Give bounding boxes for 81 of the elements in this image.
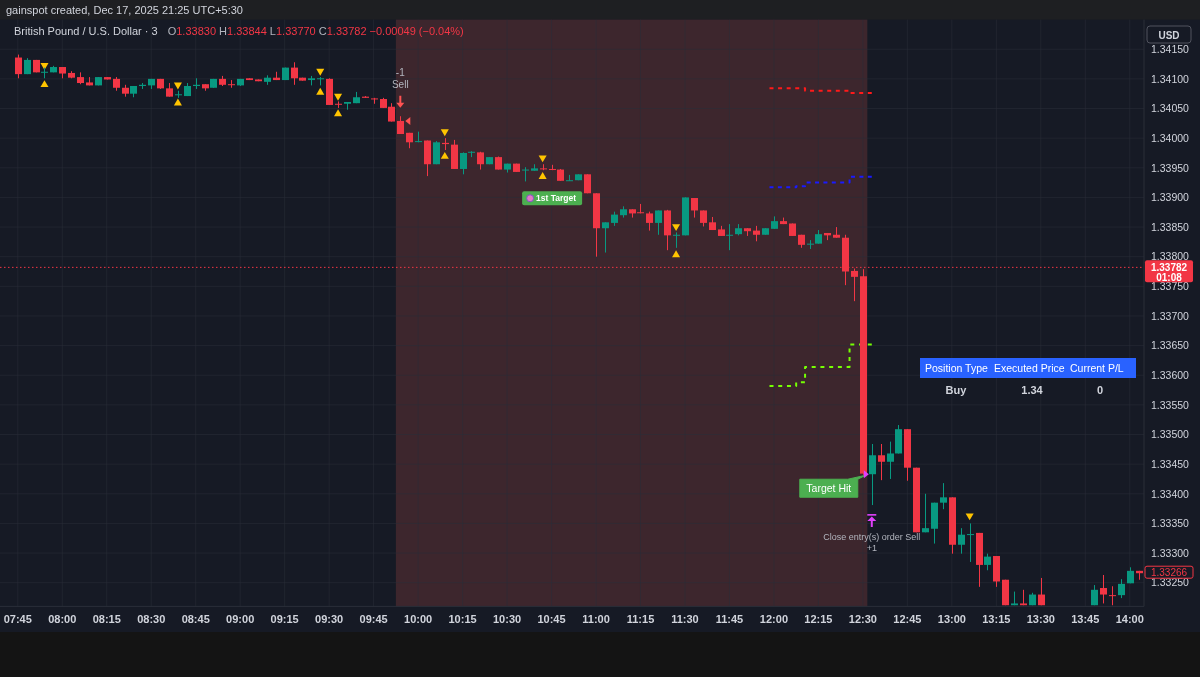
x-tick-label: 10:15 bbox=[448, 613, 477, 626]
y-tick-label: 1.33550 bbox=[1151, 398, 1190, 411]
x-tick-label: 12:30 bbox=[848, 613, 877, 626]
y-tick-label: 1.33350 bbox=[1151, 517, 1190, 530]
annotation: 1.34 bbox=[1021, 384, 1044, 396]
text: O1.33830 H1.33844 L1.33770 C1.33782 −0.00049 (−0.04%) bbox=[167, 25, 464, 37]
y-tick-label: 1.34000 bbox=[1151, 131, 1190, 144]
annotation: Position Type bbox=[925, 362, 989, 374]
x-tick-label: 10:00 bbox=[404, 613, 433, 626]
point bbox=[440, 151, 449, 159]
x-tick-label: 13:00 bbox=[937, 613, 966, 626]
x-tick-label: 10:45 bbox=[537, 613, 566, 626]
y-tick-label: 1.33300 bbox=[1151, 546, 1190, 559]
x-tick-label: 09:30 bbox=[315, 613, 344, 626]
y-tick-label: 1.33650 bbox=[1151, 339, 1190, 352]
y-tick-label: 1.34100 bbox=[1151, 72, 1190, 85]
annotation: -1 bbox=[395, 67, 406, 79]
y-tick-label: 1.33450 bbox=[1151, 457, 1190, 470]
y-tick-label: 1.33500 bbox=[1151, 428, 1190, 441]
y-tick-label: 1.34150 bbox=[1151, 43, 1190, 56]
x-tick-label: 09:00 bbox=[226, 613, 255, 626]
x-tick-label: 12:00 bbox=[759, 613, 789, 626]
point bbox=[316, 87, 325, 95]
y-tick-label: 1.33700 bbox=[1151, 309, 1190, 322]
text: gainspot created, Dec 17, 2025 21:25 UTC+5:30 bbox=[6, 4, 243, 16]
ref-line-label: 1.33782 01:08 bbox=[1150, 261, 1188, 283]
annotation: Target Hit bbox=[806, 481, 852, 494]
point bbox=[334, 109, 343, 117]
point bbox=[965, 513, 974, 521]
point bbox=[40, 80, 49, 88]
annotation: +1 bbox=[866, 542, 877, 553]
x-tick-label: 13:15 bbox=[982, 613, 1011, 626]
x-tick-label: 12:45 bbox=[893, 613, 922, 626]
x-tick-label: 13:30 bbox=[1026, 613, 1055, 626]
candlestick bbox=[967, 523, 974, 562]
x-tick-label: 14:00 bbox=[1115, 613, 1144, 626]
x-tick-label: 08:15 bbox=[92, 613, 121, 626]
annotation: 1st Target bbox=[536, 193, 577, 204]
annotation: 0 bbox=[1096, 384, 1104, 396]
y-tick-label: 1.34050 bbox=[1151, 102, 1190, 115]
y-tick-label: 1.33400 bbox=[1151, 487, 1190, 500]
annotation: Sell bbox=[391, 79, 409, 91]
text: British Pound / U.S. Dollar · 3 bbox=[14, 25, 158, 37]
point bbox=[334, 93, 343, 101]
y-tick-label: 1.33600 bbox=[1151, 369, 1190, 382]
x-tick-label: 11:45 bbox=[715, 613, 744, 626]
annotation: 1.33266 bbox=[1150, 567, 1188, 579]
y-tick-label: 1.33800 bbox=[1151, 250, 1190, 263]
point bbox=[316, 68, 325, 76]
y-tick-label: 1.33950 bbox=[1151, 161, 1190, 174]
point bbox=[672, 250, 681, 258]
annotation: Executed Price bbox=[994, 362, 1065, 374]
x-tick-label: 08:00 bbox=[48, 613, 77, 626]
x-tick-label: 09:15 bbox=[270, 613, 299, 626]
annotation: Current P/L bbox=[1070, 362, 1124, 374]
x-tick-label: 08:45 bbox=[181, 613, 210, 626]
x-tick-label: 12:15 bbox=[804, 613, 833, 626]
annotation: Buy bbox=[945, 384, 968, 396]
candlestick bbox=[522, 167, 529, 182]
y-tick-label: 1.33900 bbox=[1151, 191, 1190, 204]
point bbox=[672, 224, 681, 232]
x-tick-label: 08:30 bbox=[137, 613, 166, 626]
candlestick bbox=[726, 224, 733, 251]
x-tick-label: 11:30 bbox=[671, 613, 699, 626]
x-tick-label: 11:15 bbox=[626, 613, 655, 626]
y-tick-label: 1.33750 bbox=[1151, 280, 1190, 293]
candlestick bbox=[673, 232, 680, 248]
y-tick-label: 1.33250 bbox=[1151, 576, 1190, 589]
candlestick bbox=[1109, 586, 1116, 606]
point bbox=[173, 82, 182, 90]
y-tick-label: 1.33850 bbox=[1151, 220, 1190, 233]
x-tick-label: 07:45 bbox=[3, 613, 32, 626]
x-tick-label: 10:30 bbox=[492, 613, 522, 626]
annotation: Close entry(s) order Sell bbox=[823, 532, 921, 543]
x-tick-label: 13:45 bbox=[1071, 613, 1100, 626]
x-tick-label: 11:00 bbox=[582, 613, 610, 626]
point bbox=[538, 172, 547, 179]
text: USD bbox=[1158, 29, 1180, 41]
point bbox=[538, 155, 547, 163]
x-tick-label: 09:45 bbox=[359, 613, 388, 626]
point bbox=[440, 129, 449, 137]
